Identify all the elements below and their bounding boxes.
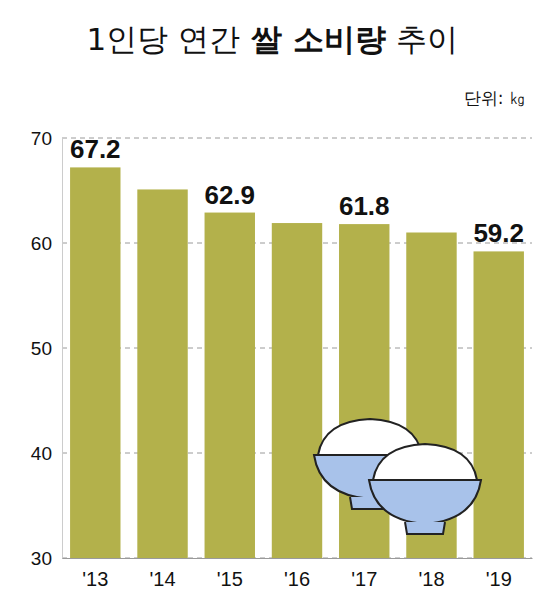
chart-title: 1인당 연간 쌀 소비량 추이 bbox=[86, 21, 457, 57]
y-axis: 30 40 50 60 70 bbox=[31, 128, 63, 569]
x-tick: '15 bbox=[217, 558, 243, 590]
x-tick: '17 bbox=[351, 558, 377, 590]
data-label: 67.2 bbox=[70, 134, 121, 164]
y-tick: 30 bbox=[31, 548, 62, 569]
x-axis-line bbox=[63, 558, 533, 559]
x-tick-label: '15 bbox=[217, 568, 243, 590]
bowl-icon bbox=[314, 419, 481, 534]
data-label: 62.9 bbox=[204, 180, 255, 210]
x-tick-label: '14 bbox=[149, 568, 175, 590]
y-axis-line bbox=[62, 139, 63, 559]
data-labels: 67.2 62.9 61.8 59.2 bbox=[70, 134, 524, 248]
x-tick: '14 bbox=[149, 558, 175, 590]
y-tick-label: 60 bbox=[31, 233, 52, 254]
rice bbox=[373, 444, 477, 480]
grid bbox=[62, 138, 532, 558]
title-part: 1인당 bbox=[86, 21, 168, 57]
chart-svg: 1인당 연간 쌀 소비량 추이단위: ㎏3040506070'13'14'15'… bbox=[0, 0, 544, 615]
bowl-body bbox=[369, 480, 481, 524]
title-part: 소비량 bbox=[282, 21, 386, 57]
bowl bbox=[369, 444, 481, 534]
x-tick-label: '16 bbox=[284, 568, 310, 590]
data-label: 59.2 bbox=[473, 218, 524, 248]
unit-label: 단위: ㎏ bbox=[464, 88, 526, 108]
bar bbox=[70, 167, 120, 558]
bar bbox=[474, 251, 524, 558]
chart-container: 1인당 연간 쌀 소비량 추이단위: ㎏3040506070'13'14'15'… bbox=[0, 0, 544, 615]
bowl-foot bbox=[405, 522, 445, 534]
y-tick: 40 bbox=[31, 443, 62, 464]
y-tick: 70 bbox=[31, 128, 62, 149]
data-label: 61.8 bbox=[339, 191, 390, 221]
y-tick-label: 40 bbox=[31, 443, 52, 464]
x-axis: '13 '14 '15 '16 '17 '18 '19 bbox=[63, 558, 533, 590]
bar bbox=[137, 189, 187, 558]
title-part: 연간 bbox=[168, 21, 240, 57]
x-tick: '16 bbox=[284, 558, 310, 590]
x-tick-label: '13 bbox=[82, 568, 108, 590]
x-tick: '19 bbox=[486, 558, 512, 590]
y-tick-label: 30 bbox=[31, 548, 52, 569]
grid-line bbox=[62, 138, 532, 139]
y-tick-label: 50 bbox=[31, 338, 52, 359]
x-tick-label: '19 bbox=[486, 568, 512, 590]
bar bbox=[205, 213, 255, 558]
x-tick-label: '18 bbox=[418, 568, 444, 590]
title-part: 쌀 bbox=[240, 21, 282, 57]
y-tick: 50 bbox=[31, 338, 62, 359]
y-tick-label: 70 bbox=[31, 128, 52, 149]
bar bbox=[272, 223, 322, 558]
title-part: 추이 bbox=[386, 21, 458, 57]
x-tick-label: '17 bbox=[351, 568, 377, 590]
x-tick: '18 bbox=[418, 558, 444, 590]
y-tick: 60 bbox=[31, 233, 62, 254]
x-tick: '13 bbox=[82, 558, 108, 590]
bars bbox=[70, 167, 524, 558]
